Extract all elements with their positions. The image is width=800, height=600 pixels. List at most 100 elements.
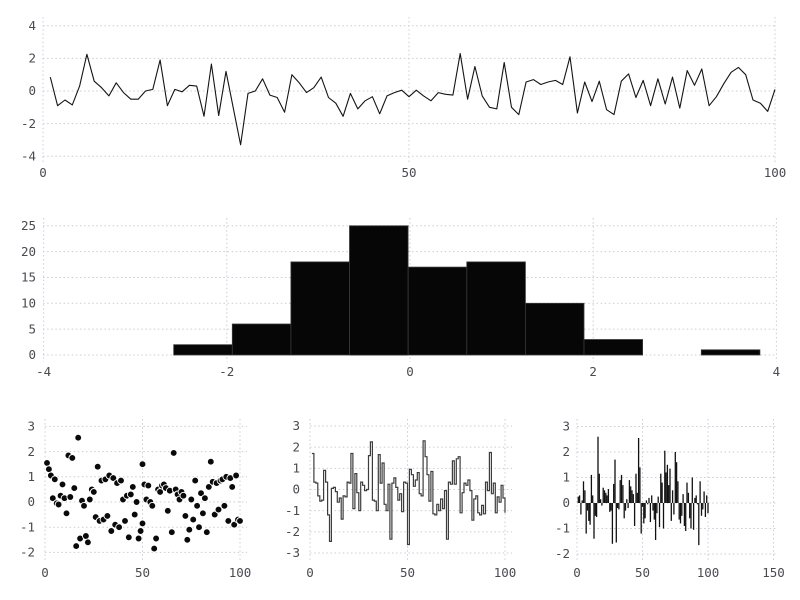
y-tick-label: 3 — [27, 419, 35, 434]
y-tick-label: 25 — [21, 218, 36, 233]
scatter-point — [183, 535, 192, 544]
y-tick-label: 1 — [27, 469, 35, 484]
y-tick-label: -2 — [555, 546, 570, 561]
y-tick-label: 10 — [21, 296, 36, 311]
scatter-point — [72, 542, 81, 550]
scatter-point — [68, 454, 77, 462]
y-tick-label: -2 — [20, 545, 35, 560]
histogram-bar — [231, 323, 292, 356]
y-tick-label: -4 — [21, 148, 36, 163]
scatter-point — [124, 533, 133, 542]
y-tick-label: 2 — [27, 444, 35, 459]
y-tick-label: 0 — [292, 482, 300, 497]
step-series — [311, 440, 506, 546]
x-tick-label: 50 — [401, 165, 416, 180]
histogram-bar — [466, 261, 526, 356]
scatter-point — [74, 433, 83, 442]
y-tick-label: -2 — [285, 524, 300, 539]
scatter-point — [48, 494, 57, 503]
scatter-point — [84, 538, 92, 547]
histogram-plot: -4 -2 0 2 4 0 5 10 15 20 25 — [21, 218, 780, 379]
line-series — [49, 52, 776, 146]
y-tick-label: -2 — [21, 116, 36, 131]
x-tick-label: 50 — [135, 565, 150, 580]
histogram-bar — [407, 266, 468, 356]
x-tick-label: 0 — [41, 565, 49, 580]
scatter-point — [66, 493, 75, 501]
y-tick-label: 3 — [292, 418, 300, 433]
y-tick-label: 20 — [21, 244, 36, 259]
scatter-point — [206, 457, 215, 466]
x-tick-label: 2 — [589, 364, 597, 379]
scatter-point — [144, 481, 153, 490]
stem-plot: 0 50 100 150 -2 -1 0 1 2 3 — [555, 419, 785, 580]
x-tick-label: 100 — [697, 565, 720, 580]
scatter-point — [189, 515, 198, 524]
scatter-point — [43, 459, 51, 467]
scatter-point — [54, 500, 63, 509]
y-tick-label: 3 — [562, 419, 570, 434]
scatter-point — [187, 495, 196, 504]
y-tick-label: 0 — [562, 495, 570, 510]
scatter-point — [45, 465, 53, 474]
x-tick-label: 0 — [39, 165, 47, 180]
scatter-point — [103, 512, 112, 520]
scatter-point — [132, 498, 141, 506]
scatter-point — [130, 510, 139, 519]
x-tick-label: 50 — [635, 565, 650, 580]
scatter-point — [201, 494, 209, 503]
y-tick-label: -1 — [285, 503, 300, 518]
x-tick-label: 150 — [762, 565, 785, 580]
x-tick-label: 100 — [494, 565, 517, 580]
scatter-point — [134, 534, 143, 543]
x-tick-label: -4 — [36, 364, 51, 379]
x-tick-label: 4 — [773, 364, 781, 379]
y-tick-label: 5 — [28, 321, 36, 336]
scatter-point — [62, 509, 71, 518]
histogram-bar — [700, 349, 761, 356]
scatter-point — [210, 510, 219, 519]
scatter-point — [117, 476, 125, 485]
scatter-point — [128, 483, 137, 491]
scatter-point — [93, 462, 102, 471]
scatter-point — [214, 505, 223, 514]
y-tick-label: 0 — [27, 494, 35, 509]
histogram-bar — [525, 302, 585, 356]
x-tick-label: 0 — [406, 364, 414, 379]
y-tick-label: 2 — [28, 51, 36, 66]
line-plot: 0 50 100 -4 -2 0 2 4 — [21, 17, 786, 180]
scatter-point — [185, 525, 194, 534]
scatter-point — [169, 449, 178, 457]
scatter-point — [150, 544, 159, 553]
x-tick-label: 100 — [764, 165, 787, 180]
y-tick-label: -1 — [20, 519, 35, 534]
y-tick-label: 0 — [28, 347, 36, 362]
scatter-point — [204, 483, 213, 491]
y-tick-label: 2 — [292, 439, 300, 454]
scatter-point — [126, 490, 135, 499]
scatter-point — [232, 471, 240, 480]
scatter-point — [136, 527, 145, 535]
x-tick-label: 0 — [573, 565, 581, 580]
y-tick-label: 1 — [292, 461, 300, 476]
y-tick-label: 2 — [562, 444, 570, 459]
scatter-point — [230, 520, 239, 529]
x-tick-label: 50 — [400, 565, 415, 580]
x-tick-label: 0 — [306, 565, 314, 580]
scatter-point — [82, 532, 90, 540]
histogram-bar — [349, 225, 409, 356]
scatter-point — [80, 501, 88, 510]
scatter-point — [50, 475, 59, 484]
scatter-point — [191, 476, 200, 485]
x-tick-label: 100 — [229, 565, 252, 580]
y-tick-label: 1 — [562, 470, 570, 485]
step-plot: 0 50 100 -3 -2 -1 0 1 2 3 — [285, 418, 516, 580]
scatter-point — [58, 480, 67, 489]
y-tick-label: -3 — [285, 545, 300, 560]
scatter-point — [138, 460, 147, 469]
scatter-point — [138, 519, 147, 528]
y-tick-label: 0 — [28, 83, 36, 98]
scatter-point — [85, 495, 94, 504]
